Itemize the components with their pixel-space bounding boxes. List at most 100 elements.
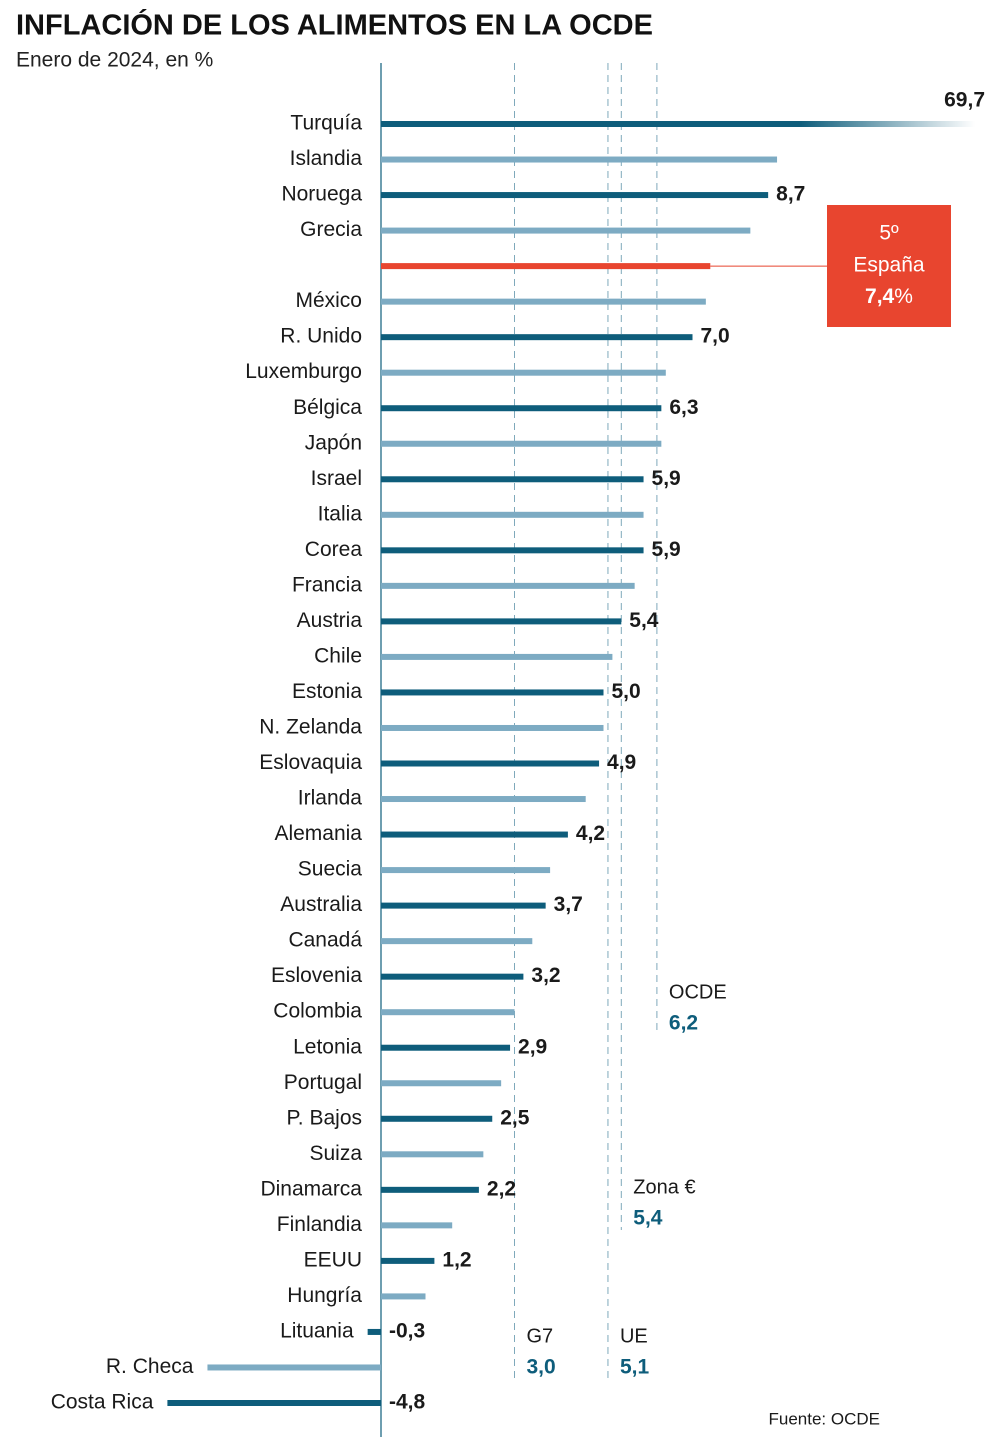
bar [381, 938, 533, 945]
bar [381, 298, 706, 305]
category-label: Alemania [274, 822, 362, 845]
value-label: 6,3 [669, 396, 698, 419]
reference-value: 5,4 [633, 1207, 663, 1230]
category-label: Irlanda [298, 787, 363, 810]
callout-value: 7,4% [865, 285, 913, 308]
category-label: Austria [297, 609, 363, 632]
value-label: 3,2 [531, 964, 560, 987]
value-label: 3,7 [554, 893, 583, 916]
bar [381, 1044, 511, 1051]
bar [381, 156, 778, 163]
chart-title: INFLACIÓN DE LOS ALIMENTOS EN LA OCDE [16, 8, 653, 42]
bar [381, 1080, 502, 1087]
value-label: 4,9 [607, 751, 636, 774]
bar [381, 831, 568, 838]
bar [381, 1115, 493, 1122]
category-label: Dinamarca [260, 1177, 362, 1200]
category-label: Suecia [298, 858, 363, 881]
reference-label: Zona € [633, 1176, 695, 1198]
category-label: Australia [280, 893, 362, 916]
value-label: 2,2 [487, 1177, 516, 1200]
category-label: Suiza [309, 1142, 362, 1165]
category-label: Portugal [284, 1071, 362, 1094]
value-label: 7,0 [701, 325, 730, 348]
callout-number: 7,4 [865, 285, 895, 308]
bar [381, 618, 622, 625]
bar [381, 192, 769, 199]
reference-label: UE [620, 1325, 648, 1347]
callout-name: España [853, 254, 925, 277]
category-label: Costa Rica [51, 1391, 154, 1414]
bar [381, 369, 666, 376]
category-label: Francia [292, 573, 362, 596]
bar [381, 476, 644, 483]
value-label: 4,2 [576, 822, 605, 845]
reference-label: G7 [527, 1325, 554, 1347]
bar [381, 440, 662, 447]
value-label: 5,9 [652, 538, 681, 561]
category-label: Estonia [292, 680, 362, 703]
bar [381, 121, 1008, 127]
reference-value: 3,0 [527, 1356, 556, 1379]
bar [381, 511, 644, 518]
reference-value: 6,2 [669, 1012, 698, 1035]
category-label: Islandia [290, 147, 363, 170]
category-label: R. Checa [106, 1355, 194, 1378]
bar [381, 263, 711, 270]
source: Fuente: OCDE [769, 1409, 881, 1428]
category-label: México [295, 289, 362, 312]
category-label: Eslovenia [271, 964, 362, 987]
category-label: N. Zelanda [259, 716, 362, 739]
bar [381, 1009, 515, 1016]
category-label: Colombia [273, 1000, 362, 1023]
bar [381, 227, 751, 234]
category-label: Finlandia [277, 1213, 363, 1236]
category-label: Chile [314, 644, 362, 667]
value-label: -0,3 [389, 1319, 425, 1342]
bar [381, 973, 524, 980]
category-label: Israel [311, 467, 362, 490]
reference-label: OCDE [669, 981, 727, 1003]
category-label: Hungría [287, 1284, 362, 1307]
bar [381, 724, 604, 731]
bar [381, 547, 644, 554]
bar [381, 1151, 484, 1158]
category-label: Lituania [280, 1319, 354, 1342]
bar [381, 867, 551, 874]
value-label: 5,0 [612, 680, 641, 703]
bar [381, 653, 613, 660]
category-label: Turquía [290, 112, 362, 135]
callout-rank: 5º [879, 222, 899, 245]
bar [207, 1364, 381, 1371]
bar [381, 1186, 479, 1193]
bar [381, 405, 662, 412]
value-label: 5,9 [652, 467, 681, 490]
value-label: 5,4 [629, 609, 659, 632]
category-label: EEUU [304, 1248, 362, 1271]
category-label: Letonia [293, 1035, 362, 1058]
category-label: Grecia [300, 218, 362, 241]
value-label: -4,8 [389, 1391, 426, 1414]
bar [381, 902, 546, 909]
category-label: Italia [318, 502, 363, 525]
bar [381, 796, 586, 803]
value-label: 2,5 [500, 1106, 530, 1129]
category-label: P. Bajos [287, 1106, 363, 1129]
bar [381, 689, 604, 696]
category-label: Luxemburgo [245, 360, 362, 383]
callout-unit: % [894, 285, 913, 308]
category-label: Bélgica [293, 396, 362, 419]
bar [381, 582, 635, 589]
chart-subtitle: Enero de 2024, en % [16, 49, 213, 72]
bar [381, 1257, 435, 1264]
category-label: Noruega [281, 183, 362, 206]
reference-value: 5,1 [620, 1356, 650, 1379]
callout-box [827, 205, 951, 327]
category-label: Canadá [288, 929, 362, 952]
bar [381, 1293, 426, 1300]
category-label: Eslovaquia [259, 751, 362, 774]
category-label: Corea [305, 538, 363, 561]
value-label: 69,7 [944, 89, 985, 112]
category-label: R. Unido [280, 325, 362, 348]
